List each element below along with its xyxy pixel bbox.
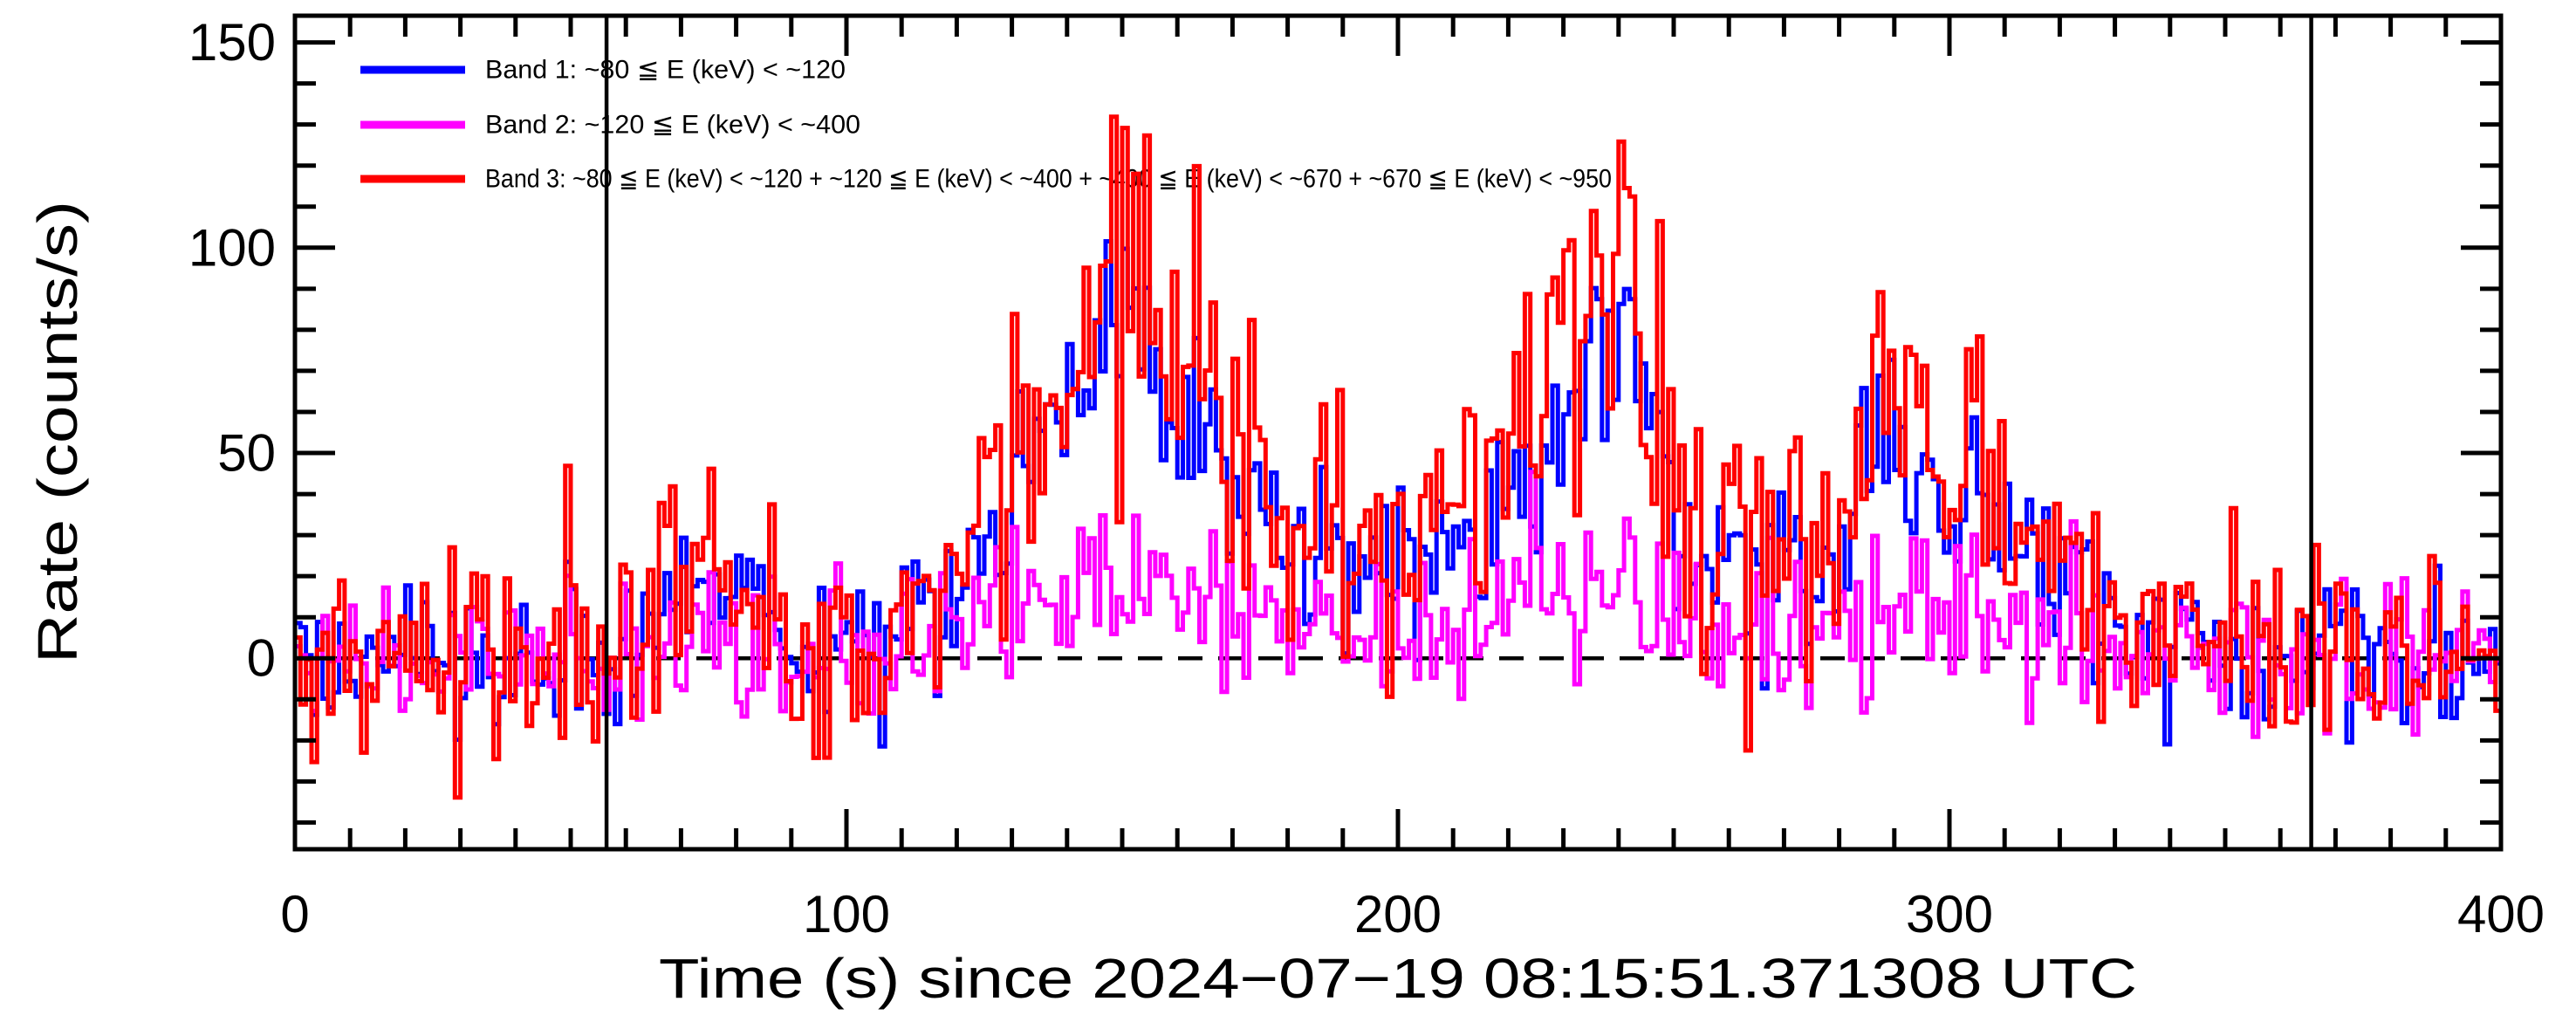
y-tick-label: 50 — [217, 424, 276, 483]
series-band2-line — [295, 470, 2501, 739]
x-tick-label: 400 — [2457, 885, 2545, 943]
series-group — [295, 114, 2501, 800]
axis-tick-labels: 0 100 200 300 400 0 50 100 150 — [188, 13, 2545, 943]
interval-marker-lines — [604, 16, 2313, 849]
legend-label-band1: Band 1: ~80 ≦ E (keV) < ~120 — [485, 56, 846, 85]
x-axis-title: Time (s) since 2024−07−19 08:15:51.37130… — [659, 947, 2137, 1010]
legend-entry-band3: Band 3: ~80 ≦ E (keV) < ~120 + ~120 ≦ E … — [360, 165, 1612, 194]
legend-label-band2: Band 2: ~120 ≦ E (keV) < ~400 — [485, 111, 860, 140]
axis-ticks — [292, 16, 2504, 849]
x-tick-label: 300 — [1906, 885, 1993, 943]
plot-frame — [292, 13, 2504, 852]
x-tick-label: 200 — [1354, 885, 1442, 943]
x-tick-label: 100 — [803, 885, 890, 943]
legend: Band 1: ~80 ≦ E (keV) < ~120 Band 2: ~12… — [360, 56, 1612, 194]
y-axis-title: Rate (counts/s) — [26, 201, 89, 663]
y-tick-label: 0 — [247, 629, 276, 688]
legend-label-band3: Band 3: ~80 ≦ E (keV) < ~120 + ~120 ≦ E … — [485, 165, 1612, 194]
legend-entry-band2: Band 2: ~120 ≦ E (keV) < ~400 — [360, 111, 860, 140]
x-tick-label: 0 — [280, 885, 309, 943]
y-tick-label: 100 — [188, 218, 276, 277]
y-tick-label: 150 — [188, 13, 276, 72]
legend-entry-band1: Band 1: ~80 ≦ E (keV) < ~120 — [360, 56, 846, 85]
series-band3-line — [295, 114, 2501, 800]
